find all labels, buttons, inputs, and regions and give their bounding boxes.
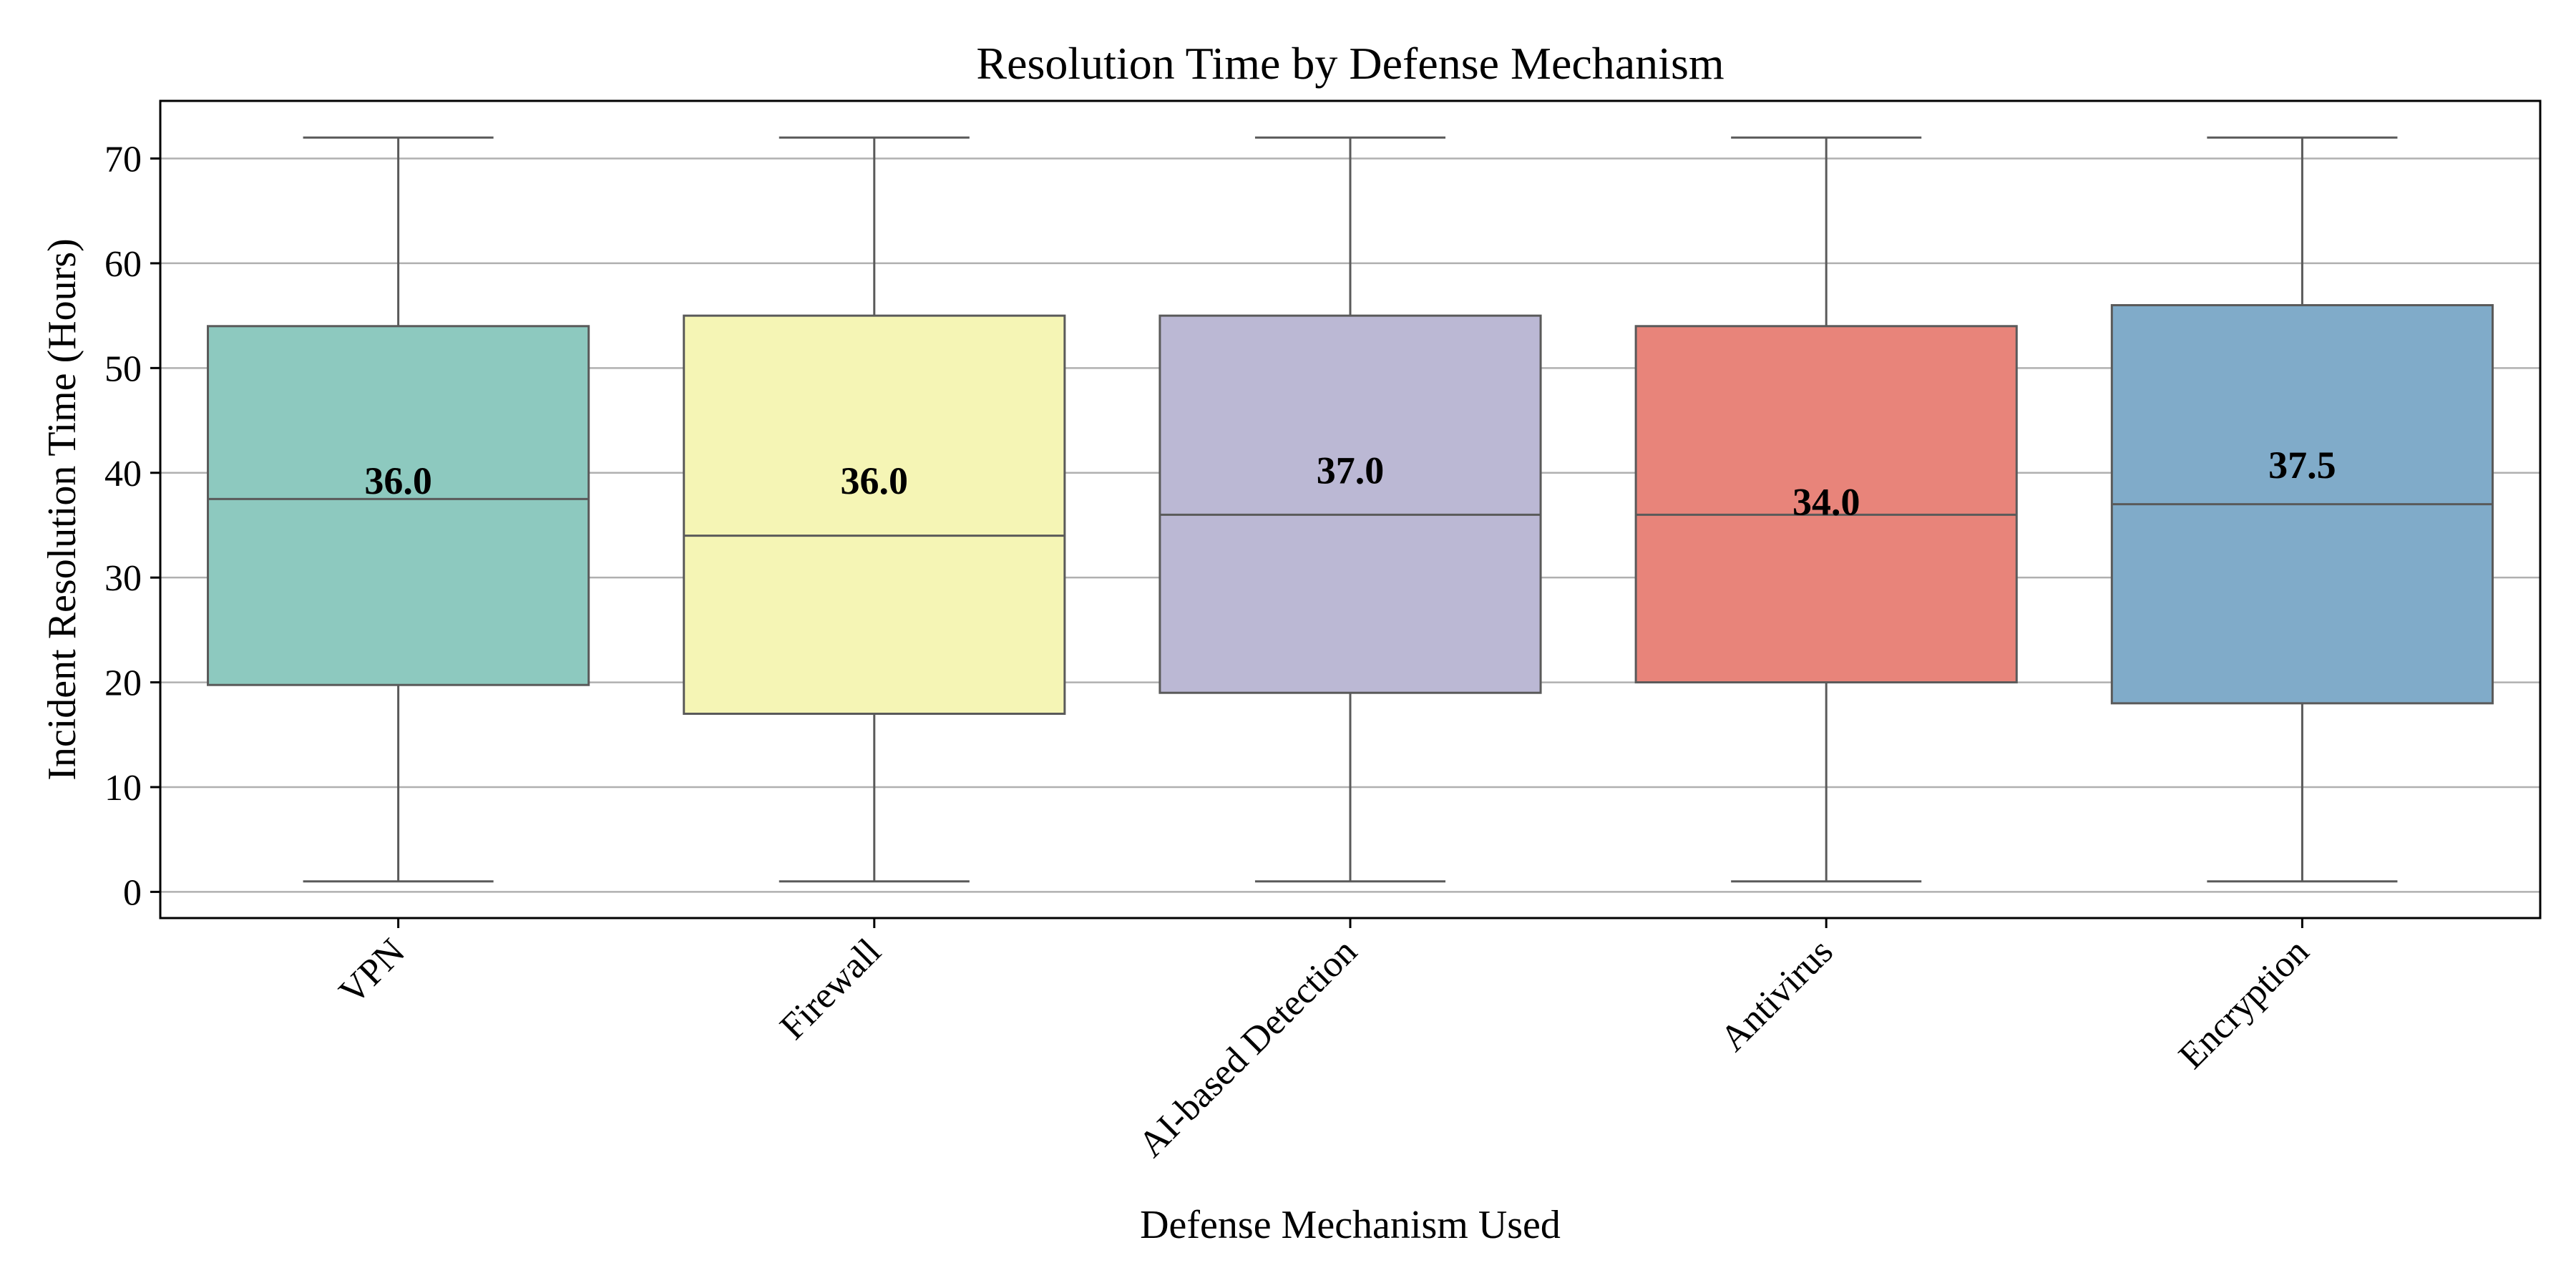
box-antivirus <box>1634 136 2018 883</box>
box-encryption <box>2110 136 2494 883</box>
median-value-label: 36.0 <box>841 459 909 502</box>
iqr-box <box>683 314 1066 715</box>
x-axis-ticks: VPN Firewall AI-based Detection Antivirus En… <box>331 918 2317 1165</box>
x-tick-label: Antivirus <box>1712 931 1840 1059</box>
x-tick-label: Firewall <box>772 931 889 1048</box>
chart-title: Resolution Time by Defense Mechanism <box>976 38 1724 89</box>
iqr-box <box>1634 325 2018 684</box>
x-axis-label: Defense Mechanism Used <box>1140 1203 1561 1247</box>
y-tick-label: 70 <box>104 140 142 180</box>
iqr-box <box>1158 314 1542 694</box>
x-tick-label: Encryption <box>2171 931 2317 1077</box>
y-tick-label: 60 <box>104 244 142 285</box>
x-tick-label: VPN <box>331 931 413 1013</box>
y-tick-label: 40 <box>104 454 142 494</box>
y-axis-ticks: 0 10 20 30 40 50 60 70 <box>104 140 160 913</box>
iqr-box <box>207 325 590 686</box>
y-axis-label: Incident Resolution Time (Hours) <box>40 238 84 781</box>
median-value-label: 34.0 <box>1792 480 1860 523</box>
median-value-label: 37.0 <box>1317 449 1385 492</box>
y-tick-label: 10 <box>104 768 142 809</box>
median-value-label: 36.0 <box>364 459 432 502</box>
x-tick-label: AI-based Detection <box>1131 931 1365 1165</box>
y-tick-label: 30 <box>104 558 142 599</box>
median-value-label: 37.5 <box>2268 444 2336 487</box>
box-vpn <box>207 136 590 883</box>
y-tick-label: 0 <box>123 872 142 913</box>
box-firewall <box>683 136 1066 883</box>
median-labels: 36.0 36.0 37.0 34.0 37.5 <box>364 444 2336 523</box>
boxes <box>207 136 2494 883</box>
y-tick-label: 20 <box>104 663 142 704</box>
box-ai-based-detection <box>1158 136 1542 883</box>
y-tick-label: 50 <box>104 348 142 389</box>
